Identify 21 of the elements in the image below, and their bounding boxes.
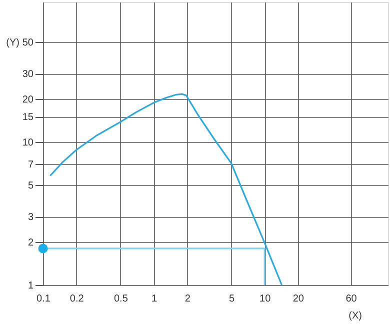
- y-tick-label: 3: [28, 212, 34, 224]
- y-axis-title: (Y): [6, 37, 20, 48]
- x-tick-label: 1: [152, 294, 158, 304]
- x-tick-label: 0.1: [36, 294, 51, 304]
- y-tick-label: 2: [28, 237, 34, 248]
- y-tick-label: 5: [28, 180, 34, 192]
- y-tick-label: 1: [28, 280, 34, 292]
- x-tick-label: 2: [184, 294, 191, 304]
- x-tick-label: 5: [228, 294, 235, 304]
- y-tick-label: 15: [22, 112, 34, 124]
- y-tick-label: 10: [22, 137, 34, 148]
- x-tick-label: 0.2: [70, 294, 84, 304]
- y-tick-label: 20: [22, 94, 34, 106]
- y-tick-label: 30: [22, 69, 34, 80]
- x-tick-label: 10: [260, 294, 272, 304]
- y-tick-label: 50: [22, 37, 34, 48]
- x-axis-title: (X): [348, 310, 362, 322]
- y-tick-label: 7: [28, 160, 34, 171]
- x-tick-label: 0.5: [114, 294, 128, 304]
- x-tick-label: 20: [292, 294, 304, 304]
- x-tick-label: 60: [346, 294, 358, 304]
